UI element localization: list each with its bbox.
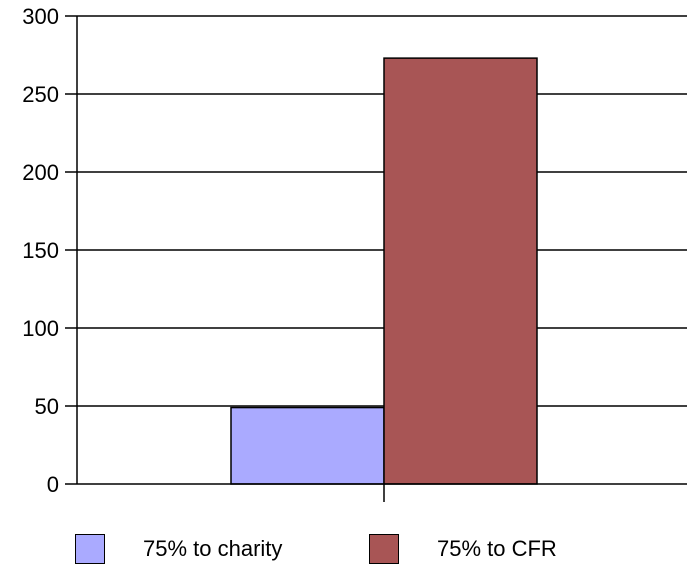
legend-swatch-charity xyxy=(75,534,105,564)
legend-label-charity: 75% to charity xyxy=(143,536,283,561)
legend-item-cfr: 75% to CFR xyxy=(369,534,557,564)
y-tick-label-200: 200 xyxy=(22,160,59,185)
gridlines xyxy=(77,15,687,407)
axes xyxy=(65,15,687,502)
legend: 75% to charity 75% to CFR xyxy=(0,534,687,568)
y-tick-label-50: 50 xyxy=(35,394,59,419)
legend-label-cfr: 75% to CFR xyxy=(437,536,557,561)
y-tick-label-0: 0 xyxy=(47,472,59,497)
y-tick-labels: 0 50 100 150 200 250 300 xyxy=(22,4,59,497)
y-tick-label-250: 250 xyxy=(22,82,59,107)
legend-item-charity: 75% to charity xyxy=(75,534,282,564)
bar-charity xyxy=(230,406,385,485)
bars xyxy=(230,57,538,485)
y-tick-label-100: 100 xyxy=(22,316,59,341)
legend-swatch-cfr xyxy=(369,534,399,564)
bar-chart: 0 50 100 150 200 250 300 xyxy=(22,4,687,502)
y-tick-label-150: 150 xyxy=(22,238,59,263)
bar-cfr xyxy=(383,57,538,485)
y-tick-label-300: 300 xyxy=(22,4,59,29)
